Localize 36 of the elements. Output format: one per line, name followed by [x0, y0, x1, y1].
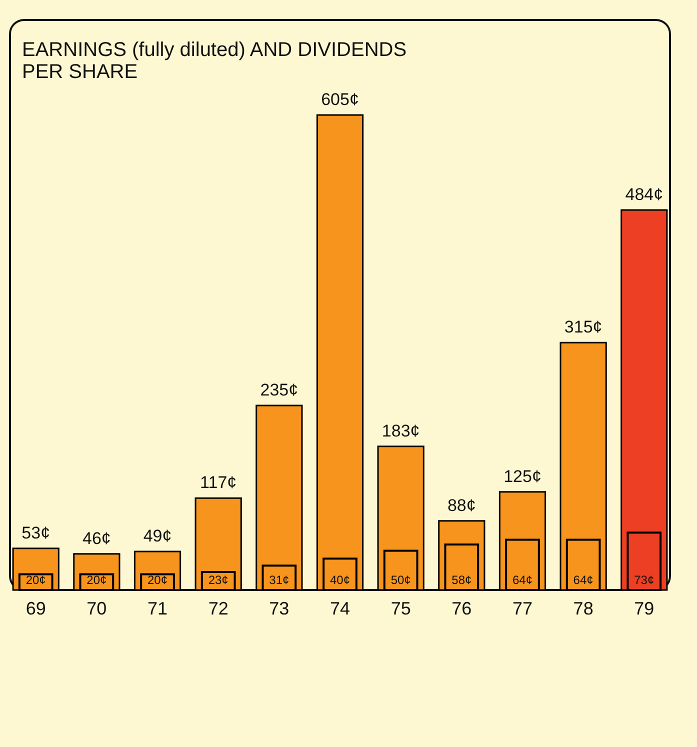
x-tick-label: 78 [573, 598, 594, 618]
x-tick-label: 79 [634, 598, 654, 618]
x-tick-label: 69 [26, 598, 46, 618]
data-label: 73¢ [634, 573, 654, 587]
data-label: 20¢ [147, 573, 168, 587]
x-tick-label: 70 [86, 598, 107, 618]
x-tick-label: 75 [390, 598, 411, 618]
text: EARNINGS (fully diluted) AND DIVIDENDS [22, 39, 407, 61]
x-tick-label: 74 [330, 598, 350, 618]
data-label: 125¢ [504, 466, 542, 486]
data-label: 117¢ [200, 473, 237, 492]
data-label: 315¢ [564, 318, 602, 337]
data-label: 605¢ [321, 90, 359, 109]
data-label: 49¢ [143, 526, 172, 546]
data-label: 64¢ [573, 573, 594, 587]
x-tick-label: 72 [208, 598, 228, 618]
data-label: 31¢ [269, 573, 290, 587]
bar [316, 114, 364, 591]
x-tick-label: 77 [512, 598, 533, 618]
data-label: 40¢ [330, 573, 350, 587]
data-label: 64¢ [512, 573, 533, 587]
x-tick-label: 73 [269, 598, 290, 618]
data-label: 46¢ [82, 528, 111, 548]
data-label: 20¢ [26, 573, 46, 587]
data-label: 53¢ [22, 523, 50, 542]
data-label: 20¢ [86, 573, 107, 587]
x-tick-label: 76 [452, 598, 472, 618]
data-label: 183¢ [382, 421, 420, 440]
data-label: 50¢ [390, 573, 411, 587]
data-label: 23¢ [208, 573, 228, 587]
data-label: 58¢ [452, 573, 472, 587]
data-label: 88¢ [447, 496, 476, 515]
data-label: 235¢ [260, 380, 298, 400]
data-label: 484¢ [625, 185, 664, 204]
x-tick-label: 71 [147, 598, 168, 618]
text: PER SHARE [22, 61, 138, 83]
